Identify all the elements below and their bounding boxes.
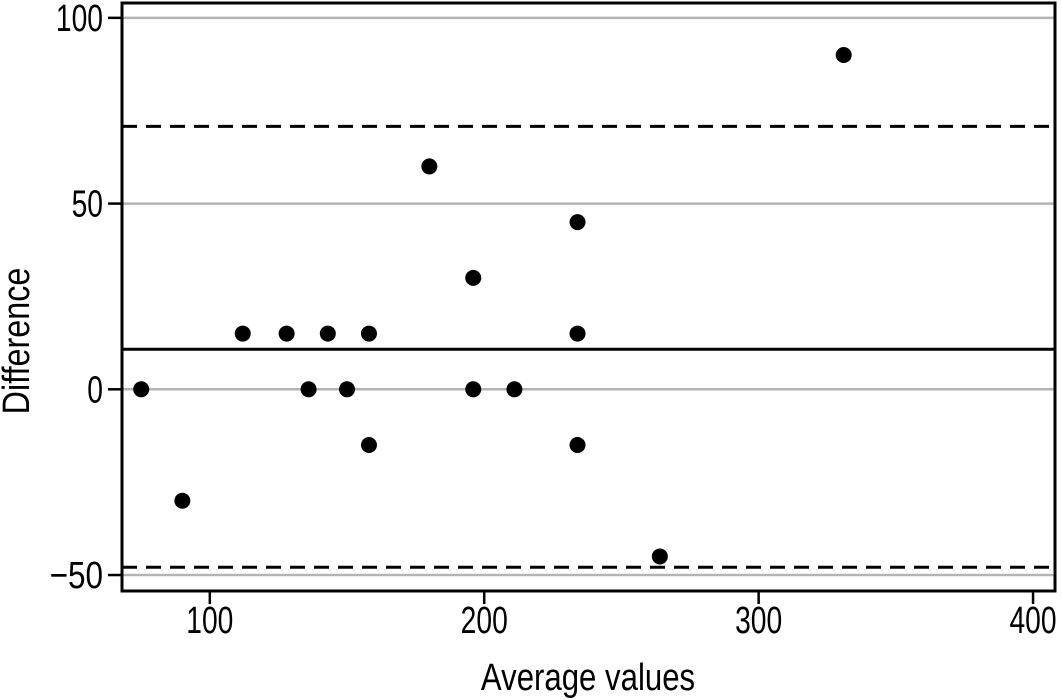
data-point xyxy=(651,548,668,565)
data-point xyxy=(278,325,295,342)
x-tick-label: 300 xyxy=(735,600,782,642)
data-point xyxy=(339,381,356,398)
data-point xyxy=(360,325,377,342)
data-point xyxy=(506,381,523,398)
data-point xyxy=(465,269,482,286)
data-point xyxy=(569,325,586,342)
data-point xyxy=(465,381,482,398)
data-point xyxy=(319,325,336,342)
data-point xyxy=(300,381,317,398)
data-point xyxy=(174,492,191,509)
y-tick-label: 0 xyxy=(87,369,103,411)
x-tick-label: 200 xyxy=(461,600,508,642)
data-point xyxy=(421,158,438,175)
y-tick-label: 50 xyxy=(72,184,103,226)
x-tick-label: 100 xyxy=(186,600,233,642)
data-point xyxy=(234,325,251,342)
y-tick-label: −50 xyxy=(50,555,103,597)
y-tick-label: 100 xyxy=(56,0,103,40)
data-point xyxy=(133,381,150,398)
x-axis-title: Average values xyxy=(480,657,696,699)
data-point xyxy=(835,47,852,64)
x-tick-label: 400 xyxy=(1009,600,1056,642)
y-axis-title: Difference xyxy=(0,267,38,415)
data-point xyxy=(360,437,377,454)
plot-border xyxy=(120,1,1057,593)
data-point xyxy=(569,214,586,231)
data-point xyxy=(569,437,586,454)
